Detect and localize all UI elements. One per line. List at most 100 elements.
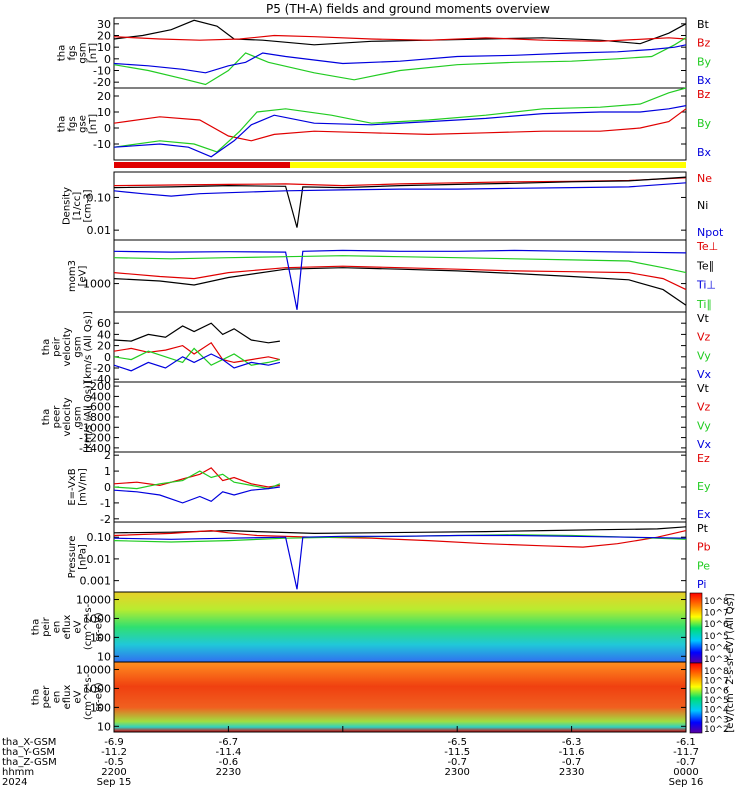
colorbar-upper-ticks: 10^8 10^710^6 10^510^4 10^3 bbox=[704, 597, 729, 665]
ylabel-line: Density bbox=[62, 187, 73, 225]
series-line-fgs_gsm-3 bbox=[113, 44, 687, 74]
ytick-label: -40 bbox=[93, 373, 111, 386]
colorbar-tick-label: 10^5 bbox=[704, 632, 729, 642]
series-line-density-2 bbox=[113, 182, 687, 197]
xaxis-value: -0.7 bbox=[562, 757, 582, 768]
ytick-label: -1000 bbox=[79, 421, 111, 434]
ylabel-line: tha bbox=[41, 409, 52, 425]
legend-label: Ni bbox=[697, 199, 708, 212]
series-line-efield-0 bbox=[113, 467, 280, 488]
series-line-peir_velocity-3 bbox=[113, 353, 281, 372]
instrument-mode-bar-slow bbox=[114, 162, 290, 168]
xaxis-row-label: tha_X-GSM bbox=[2, 737, 56, 748]
ytick-label: -20 bbox=[93, 362, 111, 375]
xaxis-row-label: hhmm bbox=[2, 767, 34, 778]
ytick-label: -1 bbox=[100, 497, 111, 510]
colorbar-upper-scale bbox=[689, 592, 703, 664]
ytick-label: 30 bbox=[97, 18, 111, 31]
series-line-density-1 bbox=[113, 176, 687, 228]
xaxis-value: 2200 bbox=[101, 767, 126, 778]
ytick-label: 0.10 bbox=[87, 531, 112, 544]
xaxis-value: 2330 bbox=[559, 767, 584, 778]
ytick-label: 1 bbox=[104, 465, 111, 478]
ylabel-line: velocity bbox=[62, 397, 73, 436]
legend-label: Ey bbox=[697, 480, 711, 493]
legend-label: Bt bbox=[697, 18, 710, 31]
panel-peer_eflux: 10000 1000 100 10 tha peer en eflux eV (cm^2-s-sr… bbox=[31, 661, 687, 733]
legend-label: Pt bbox=[697, 522, 709, 535]
legend-label: Vz bbox=[697, 331, 711, 344]
series-line-temperature-1 bbox=[113, 267, 687, 306]
ylabel-line: eV bbox=[73, 690, 84, 703]
ytick-label: -800 bbox=[86, 411, 111, 424]
legend-label: Vy bbox=[697, 419, 711, 432]
ylabel-line: E=-VxB bbox=[67, 468, 78, 505]
colorbar-upper: 10^8 10^710^6 10^510^4 10^3 bbox=[689, 592, 729, 665]
ylabel-line: eV bbox=[73, 620, 84, 633]
series-line-peir_velocity-0 bbox=[113, 322, 280, 344]
series-line-peir_velocity-1 bbox=[113, 341, 281, 364]
ytick-label: 0.10 bbox=[87, 191, 112, 204]
ylabel-line: [cm-3] bbox=[83, 189, 94, 222]
ylabel-line: [mV/m] bbox=[77, 468, 88, 506]
colorbar-tick-label: 10^3 bbox=[704, 715, 729, 725]
peer_eflux-spectrogram bbox=[114, 662, 686, 732]
legend-label: Pb bbox=[697, 541, 711, 554]
legend-label: Vt bbox=[697, 382, 710, 395]
ylabel-line: [eV] bbox=[77, 266, 88, 287]
ylabel-line: mom3 bbox=[67, 260, 78, 292]
ytick-label: 20 bbox=[97, 340, 111, 353]
panel-peir_eflux: 10000 1000 100 10 tha peir en eflux eV (cm^2-s-sr… bbox=[31, 591, 687, 663]
fgs_gse-frame bbox=[113, 87, 687, 161]
ytick-label: 0.01 bbox=[87, 224, 112, 237]
legend-label: Npot bbox=[697, 226, 724, 239]
ylabel-line: gsm bbox=[73, 336, 84, 357]
ytick-label: -2 bbox=[100, 513, 111, 526]
xaxis-value: -11.4 bbox=[215, 747, 241, 758]
colorbar-tick-label: 10^7 bbox=[704, 609, 729, 619]
xaxis-row-label: tha_Z-GSM bbox=[2, 757, 57, 768]
ytick-label: 0.001 bbox=[80, 575, 112, 588]
ylabel-line: Pressure bbox=[67, 536, 78, 579]
ytick-label: -20 bbox=[93, 76, 111, 89]
legend-label: Vx bbox=[697, 438, 712, 451]
ytick-label: -10 bbox=[93, 65, 111, 78]
ylabel-line: (cm^2-s- bbox=[83, 603, 94, 650]
xaxis-row-label: tha_Y-GSM bbox=[2, 747, 55, 758]
ylabel-line: peer bbox=[52, 405, 63, 429]
colorbar-tick-label: 10^7 bbox=[704, 677, 729, 687]
peer_eflux-frame bbox=[113, 661, 687, 733]
ylabel-line: en bbox=[52, 621, 63, 634]
series-line-pressure-0 bbox=[113, 526, 687, 535]
peir_eflux-spectrogram bbox=[114, 592, 686, 662]
efield-frame bbox=[113, 451, 687, 523]
legend-label: Vy bbox=[697, 349, 711, 362]
legend-label: By bbox=[697, 117, 712, 130]
legend-label: Ti⊥ bbox=[696, 279, 716, 292]
density-frame bbox=[113, 171, 687, 241]
legend-label: Vz bbox=[697, 401, 711, 414]
ylabel-line: gsm bbox=[73, 406, 84, 427]
xaxis-value: -6.1 bbox=[676, 737, 696, 748]
ylabel-line: eflux bbox=[62, 685, 73, 710]
ytick-label: 1000 bbox=[83, 682, 111, 695]
ytick-label: 10000 bbox=[76, 594, 111, 607]
xaxis-value: 2230 bbox=[216, 767, 241, 778]
panel-fgs_gse: 20 10 0 -10 tha fgs gse [nT] Bz By Bx bbox=[56, 87, 712, 161]
xaxis-value: 2300 bbox=[444, 767, 469, 778]
series-line-efield-1 bbox=[113, 470, 281, 490]
legend-label: Pi bbox=[697, 578, 706, 591]
colorbar-label: [eV/(cm^2-s-sr-eV) (All Qs)] bbox=[725, 593, 736, 732]
ytick-label: 40 bbox=[97, 328, 111, 341]
xaxis-value: -6.5 bbox=[447, 737, 467, 748]
ytick-label: 100 bbox=[90, 701, 111, 714]
xaxis-value: Sep 16 bbox=[669, 777, 704, 788]
colorbar-lower-ticks: 10^810^710^610^510^410^310^2 bbox=[704, 667, 729, 735]
series-line-pressure-1 bbox=[113, 529, 687, 548]
ytick-label: 0 bbox=[104, 122, 111, 135]
legend-label: Ez bbox=[697, 452, 710, 465]
ytick-label: 1000 bbox=[83, 278, 111, 291]
ytick-label: 0.01 bbox=[87, 553, 112, 566]
